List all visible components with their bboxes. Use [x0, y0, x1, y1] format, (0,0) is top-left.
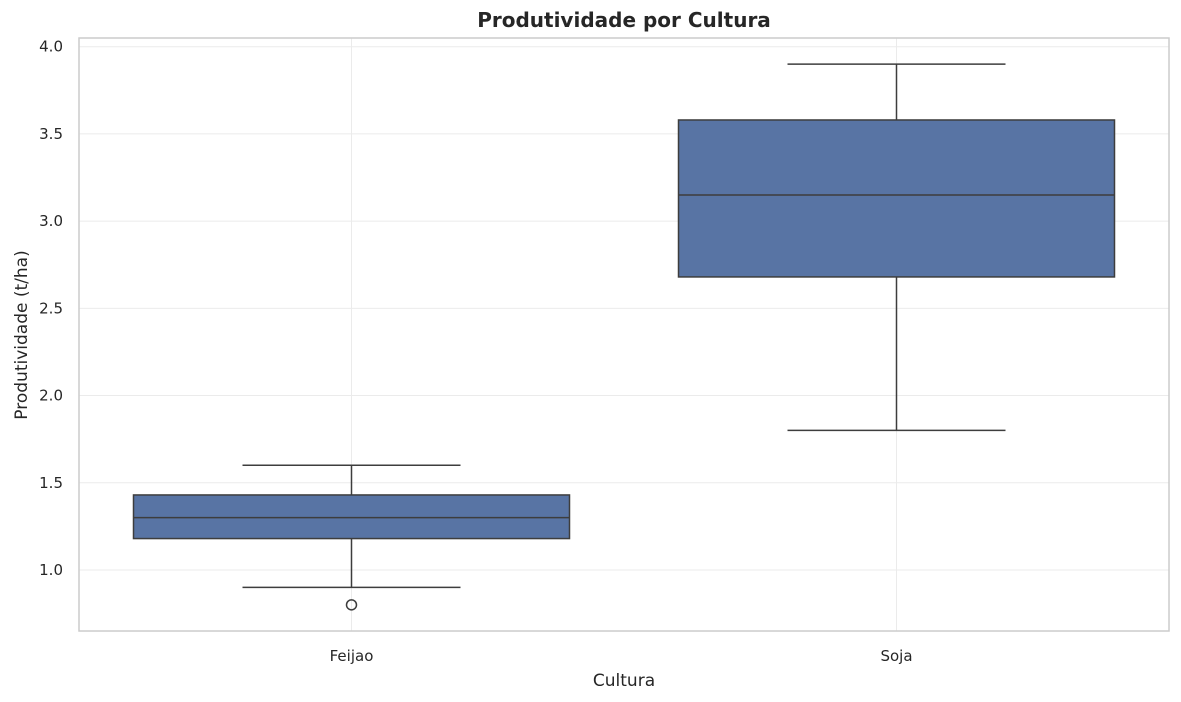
y-tick-label: 1.5 [39, 474, 63, 492]
x-ticks: Feijao Soja [330, 647, 913, 665]
y-axis-label: Produtividade (t/ha) [12, 250, 32, 419]
y-tick-label: 1.0 [39, 561, 63, 579]
boxes [132, 63, 1116, 611]
x-tick-label: Soja [880, 647, 912, 665]
iqr-box [132, 494, 571, 540]
iqr-box [677, 119, 1116, 278]
chart-title: Produtividade por Cultura [477, 8, 771, 32]
y-tick-label: 3.5 [39, 125, 63, 143]
x-tick-label: Feijao [330, 647, 374, 665]
grid [79, 38, 1169, 631]
y-tick-label: 4.0 [39, 38, 63, 56]
x-axis-label: Cultura [593, 671, 655, 691]
box-feijao [132, 464, 571, 611]
y-tick-label: 2.0 [39, 387, 63, 405]
outlier-point [345, 599, 358, 611]
y-ticks: 1.0 1.5 2.0 2.5 3.0 3.5 4.0 [39, 38, 63, 579]
y-tick-label: 3.0 [39, 212, 63, 230]
y-tick-label: 2.5 [39, 299, 63, 317]
plot-frame [78, 37, 1170, 632]
box-soja [677, 63, 1116, 432]
